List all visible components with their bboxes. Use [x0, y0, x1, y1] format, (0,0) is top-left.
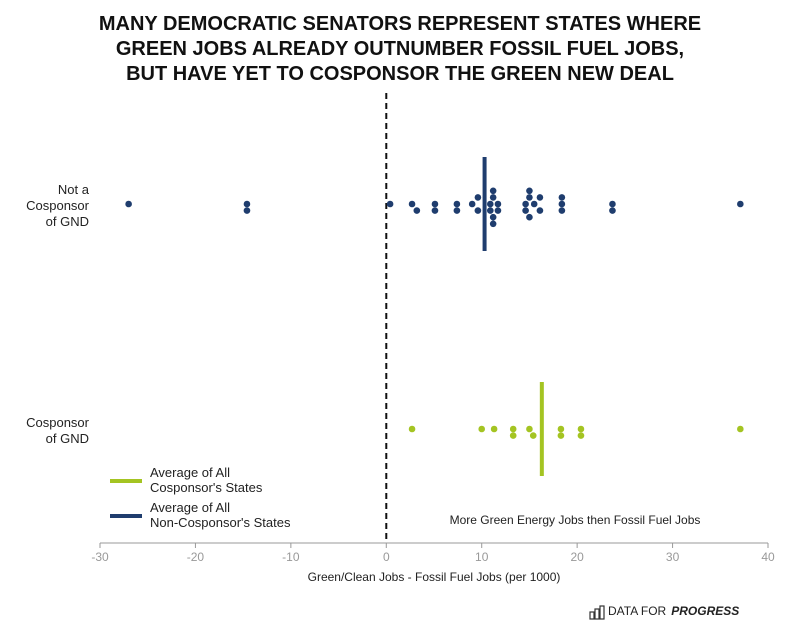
point: [536, 207, 544, 214]
chart-title: MANY DEMOCRATIC SENATORS REPRESENT STATE…: [98, 13, 702, 85]
x-axis-label: Green/Clean Jobs - Fossil Fuel Jobs (per…: [308, 570, 561, 584]
point: [431, 207, 439, 214]
x-tick-label: 20: [570, 550, 584, 564]
logo-bar: [599, 605, 605, 620]
point: [526, 187, 533, 195]
point: [609, 200, 616, 208]
point: [408, 200, 416, 208]
x-tick-label: -20: [187, 550, 205, 564]
point: [577, 425, 585, 433]
point: [243, 200, 251, 208]
brand-bold: PROGRESS: [671, 604, 739, 618]
point: [453, 207, 461, 214]
x-tick-label: 40: [761, 550, 775, 564]
point: [431, 200, 439, 208]
point: [529, 432, 537, 439]
point: [413, 207, 421, 214]
point: [494, 200, 502, 208]
x-tick-label: -30: [91, 550, 109, 564]
point: [557, 425, 565, 433]
point: [509, 432, 517, 439]
point: [526, 194, 533, 201]
category-label: Cosponsor of GND: [26, 415, 89, 446]
point: [487, 207, 494, 214]
point: [737, 200, 744, 208]
point: [243, 207, 251, 214]
x-tick-label: 10: [475, 550, 489, 564]
point: [577, 432, 585, 439]
point: [474, 194, 482, 201]
point: [509, 425, 517, 433]
annotation: More Green Energy Jobs then Fossil Fuel …: [450, 513, 701, 527]
point: [474, 207, 482, 214]
point: [489, 194, 497, 201]
point: [489, 220, 497, 228]
point: [468, 200, 476, 208]
point: [453, 200, 461, 208]
brand-light: DATA FOR: [608, 604, 667, 618]
x-tick-label: 30: [666, 550, 680, 564]
point: [490, 425, 498, 433]
point: [522, 200, 529, 208]
x-tick-label: -10: [282, 550, 300, 564]
point: [489, 187, 497, 195]
point: [386, 200, 394, 208]
legend-label: Average of All Non-Cosponsor's States: [150, 500, 291, 530]
point: [489, 213, 497, 221]
point: [609, 207, 616, 214]
point: [558, 200, 566, 208]
logo-bar: [594, 608, 600, 620]
point: [536, 194, 544, 201]
point: [530, 200, 538, 208]
point: [408, 425, 416, 433]
point: [737, 425, 744, 433]
point: [125, 200, 132, 208]
brand-logo: [589, 605, 605, 620]
logo-bar: [589, 611, 595, 620]
point: [558, 194, 566, 201]
point: [526, 213, 533, 221]
point: [526, 425, 533, 433]
point: [522, 207, 529, 214]
brand-text: DATA FOR PROGRESS: [608, 604, 739, 618]
point: [558, 207, 566, 214]
point: [478, 425, 486, 433]
legend-label: Average of All Cosponsor's States: [150, 465, 263, 495]
point: [494, 207, 502, 214]
x-tick-label: 0: [383, 550, 390, 564]
point: [487, 200, 494, 208]
category-label: Not a Cosponsor of GND: [26, 182, 89, 229]
point: [557, 432, 565, 439]
